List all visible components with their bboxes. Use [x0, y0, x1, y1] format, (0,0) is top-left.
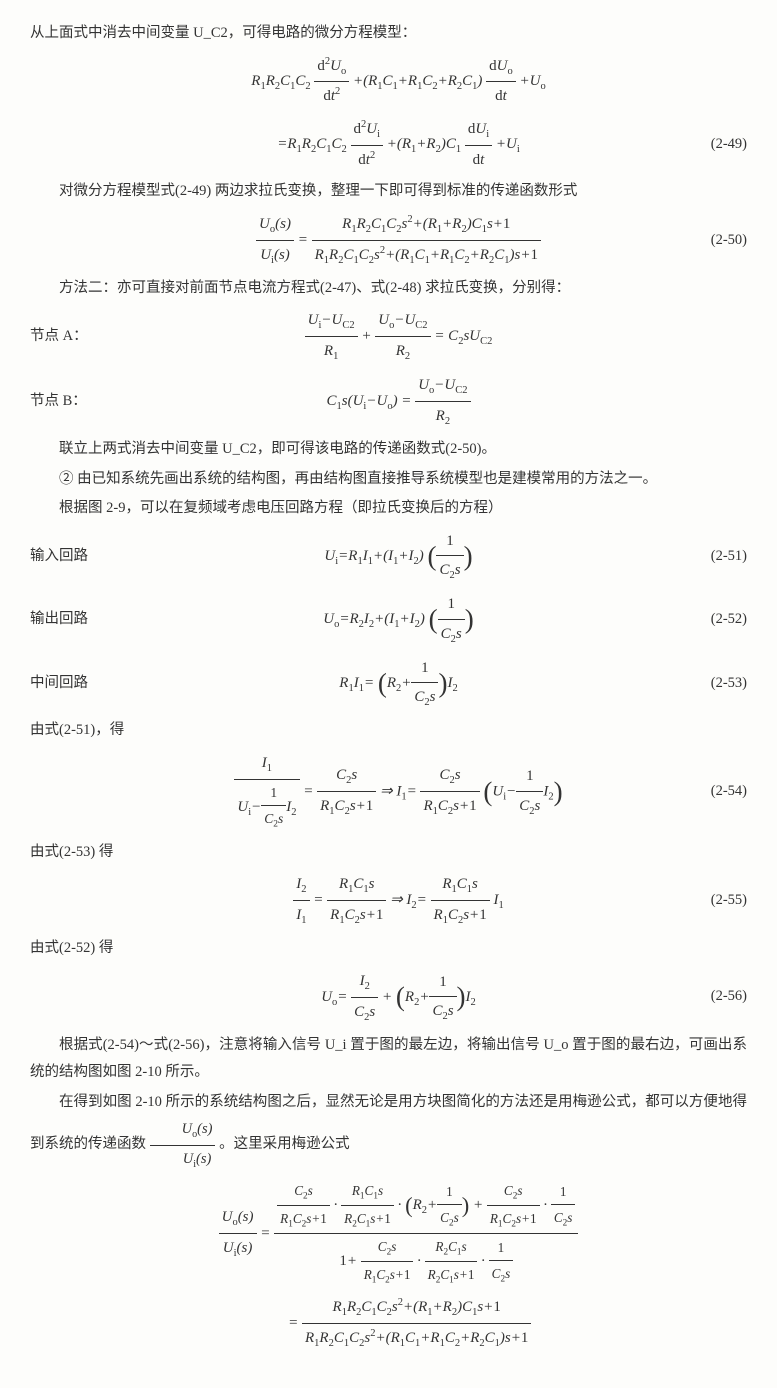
equation-2-55: I2I1 = R1C1sR1C2s+1 ⇒ I2= R1C1sR1C2s+1 I…	[30, 870, 747, 931]
para: ② 由已知系统先画出系统的结构图，再由结构图直接推导系统模型也是建模常用的方法之…	[30, 466, 747, 494]
eq-label: 节点 A：	[30, 323, 110, 351]
eq-num: (2-54)	[687, 778, 747, 806]
text: 。这里采用梅逊公式	[219, 1136, 350, 1152]
para: 根据图 2-9，可以在复频域考虑电压回路方程（即拉氏变换后的方程）	[30, 495, 747, 523]
equation-2-50: Uo(s)Ui(s) = R1R2C1C2s2+(R1+R2)C1s+1 R1R…	[30, 210, 747, 271]
equation-2-51: 输入回路 Ui=R1I1+(I1+I2) (1C2s) (2-51)	[30, 527, 747, 586]
para: 对微分方程模型式(2-49) 两边求拉氏变换，整理一下即可得到标准的传递函数形式	[30, 178, 747, 206]
para: 由式(2-51)，得	[30, 717, 747, 745]
para: 在得到如图 2-10 所示的系统结构图之后，显然无论是用方块图简化的方法还是用梅…	[30, 1089, 747, 1174]
equation-mason-1: Uo(s)Ui(s) = C2sR1C2s+1 · R1C1sR2C1s+1 ·…	[30, 1178, 747, 1290]
para: 由式(2-52) 得	[30, 935, 747, 963]
equation-2-56: Uo= I2C2s + (R2+1C2s)I2 (2-56)	[30, 967, 747, 1028]
eq-label: 中间回路	[30, 670, 110, 698]
eq-num: (2-50)	[687, 227, 747, 255]
eq-num: (2-49)	[687, 131, 747, 159]
eq-num: (2-56)	[687, 983, 747, 1011]
eq-label: 输出回路	[30, 606, 110, 634]
eq-num: (2-51)	[687, 543, 747, 571]
para: 由式(2-53) 得	[30, 839, 747, 867]
para: 根据式(2-54)～式(2-56)，注意将输入信号 U_i 置于图的最左边，将输…	[30, 1032, 747, 1087]
para: 方法二：亦可直接对前面节点电流方程式(2-47)、式(2-48) 求拉氏变换，分…	[30, 275, 747, 303]
eq-label: 输入回路	[30, 543, 110, 571]
para: 联立上两式消去中间变量 U_C2，即可得该电路的传递函数式(2-50)。	[30, 436, 747, 464]
eq-num: (2-55)	[687, 887, 747, 915]
eq-num: (2-52)	[687, 606, 747, 634]
equation-2-49: R1R2C1C2 d2Uodt2 +(R1C1+R1C2+R2C1) dUodt…	[30, 52, 747, 111]
equation-2-53: 中间回路 R1I1= (R2+1C2s)I2 (2-53)	[30, 654, 747, 713]
equation-2-52: 输出回路 Uo=R2I2+(I1+I2) (1C2s) (2-52)	[30, 590, 747, 649]
equation-node-a: 节点 A： Ui−UC2R1 + Uo−UC2R2 = C2sUC2	[30, 306, 747, 367]
eq-num: (2-53)	[687, 670, 747, 698]
equation-2-49b: =R1R2C1C2 d2Uidt2 +(R1+R2)C1 dUidt +Ui (…	[30, 115, 747, 174]
equation-mason-2: = R1R2C1C2s2+(R1+R2)C1s+1 R1R2C1C2s2+(R1…	[30, 1293, 747, 1354]
equation-node-b: 节点 B： C1s(Ui−Uo) = Uo−UC2R2	[30, 371, 747, 432]
eq-label: 节点 B：	[30, 388, 110, 416]
text: 在得到如图 2-10 所示的系统结构图之后，显然无论是用方块图简化的方法还是用梅…	[30, 1094, 747, 1153]
equation-2-54: I1 Ui−1C2sI2 = C2sR1C2s+1 ⇒ I1= C2sR1C2s…	[30, 749, 747, 835]
para: 从上面式中消去中间变量 U_C2，可得电路的微分方程模型：	[30, 20, 747, 48]
